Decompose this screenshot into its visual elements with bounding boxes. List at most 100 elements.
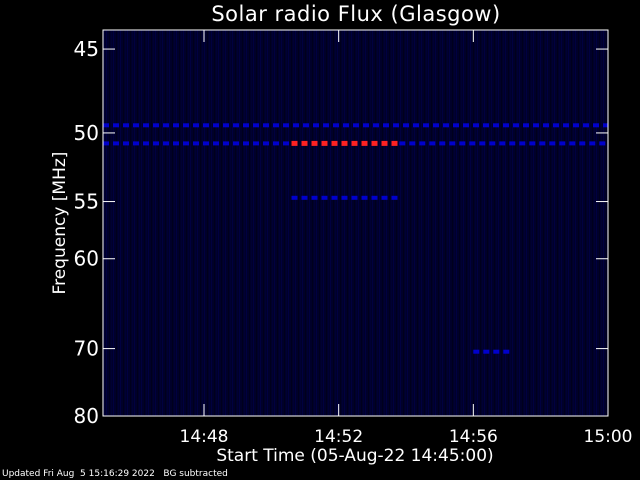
signal-segment (113, 123, 119, 128)
bg-subtracted-note: BG subtracted (163, 469, 228, 479)
signal-segment (303, 123, 309, 128)
signal-segment (321, 195, 328, 200)
signal-segment (311, 140, 318, 146)
signal-segment (203, 141, 209, 146)
signal-segment (153, 141, 159, 146)
signal-segment (503, 349, 510, 354)
signal-segment (301, 195, 308, 200)
signal-segment (493, 123, 499, 128)
signal-segment (183, 141, 189, 146)
signal-segment (143, 141, 149, 146)
signal-segment (283, 123, 289, 128)
signal-segment (413, 123, 419, 128)
signal-segment (499, 141, 506, 146)
signal-segment (341, 195, 348, 200)
signal-segment (473, 123, 479, 128)
signal-segment (351, 195, 358, 200)
signal-segment (563, 123, 569, 128)
signal-segment (163, 141, 169, 146)
signal-segment (351, 140, 358, 146)
signal-segment (603, 123, 608, 128)
signal-segment (423, 123, 429, 128)
signal-segment (433, 123, 439, 128)
signal-segment (243, 123, 249, 128)
signal-segment (573, 123, 579, 128)
signal-segment (233, 123, 239, 128)
signal-segment (439, 141, 446, 146)
signal-segment (283, 141, 289, 146)
signal-segment (323, 123, 329, 128)
signal-segment (449, 141, 456, 146)
signal-segment (333, 123, 339, 128)
signal-segment (391, 140, 398, 146)
signal-segment (213, 123, 219, 128)
signal-segment (539, 141, 546, 146)
signal-segment (403, 123, 409, 128)
x-tick-label: 14:48 (180, 427, 229, 447)
signal-segment (193, 123, 199, 128)
signal-segment (293, 123, 299, 128)
signal-segment (443, 123, 449, 128)
signal-segment (301, 140, 308, 146)
signal-segment (593, 123, 599, 128)
signal-segment (203, 123, 209, 128)
signal-segment (583, 123, 589, 128)
signal-segment (599, 141, 606, 146)
signal-segment (113, 141, 119, 146)
signal-segment (331, 140, 338, 146)
x-tick-label: 15:00 (584, 427, 633, 447)
signal-segment (509, 141, 516, 146)
signal-segment (253, 123, 259, 128)
signal-segment (343, 123, 349, 128)
signal-segment (311, 195, 318, 200)
signal-segment (273, 123, 279, 128)
signal-band-5 (291, 195, 398, 200)
signal-segment (419, 141, 426, 146)
signal-segment (321, 140, 328, 146)
signal-segment (353, 123, 359, 128)
signal-segment (133, 141, 139, 146)
signal-segment (409, 141, 416, 146)
signal-segment (383, 123, 389, 128)
signal-segment (263, 141, 269, 146)
signal-segment (559, 141, 566, 146)
signal-segment (223, 141, 229, 146)
signal-segment (589, 141, 596, 146)
signal-segment (493, 349, 500, 354)
signal-segment (569, 141, 576, 146)
signal-segment (233, 141, 239, 146)
signal-segment (469, 141, 476, 146)
signal-segment (533, 123, 539, 128)
signal-segment (503, 123, 509, 128)
signal-segment (543, 123, 549, 128)
signal-segment (399, 141, 406, 146)
signal-segment (213, 141, 219, 146)
signal-segment (173, 123, 179, 128)
signal-segment (519, 141, 526, 146)
signal-band-6 (473, 349, 510, 354)
signal-segment (373, 123, 379, 128)
x-tick-label: 14:56 (449, 427, 498, 447)
signal-segment (143, 123, 149, 128)
signal-segment (223, 123, 229, 128)
signal-segment (553, 123, 559, 128)
signal-segment (331, 195, 338, 200)
y-tick-label: 50 (74, 121, 99, 145)
y-tick-label: 80 (74, 404, 99, 428)
signal-segment (361, 195, 368, 200)
signal-segment (459, 141, 466, 146)
signal-segment (183, 123, 189, 128)
signal-segment (381, 195, 388, 200)
signal-band-4 (399, 141, 606, 146)
signal-segment (341, 140, 348, 146)
signal-band-2 (103, 141, 289, 146)
signal-segment (133, 123, 139, 128)
plot-area (103, 30, 608, 416)
signal-segment (313, 123, 319, 128)
x-axis-label: Start Time (05-Aug-22 14:45:00) (216, 446, 493, 466)
signal-segment (483, 349, 490, 354)
footer-updated: Updated Fri Aug 5 15:16:29 2022 BG subtr… (2, 469, 228, 479)
x-tick-label: 14:52 (314, 427, 363, 447)
signal-segment (123, 141, 129, 146)
